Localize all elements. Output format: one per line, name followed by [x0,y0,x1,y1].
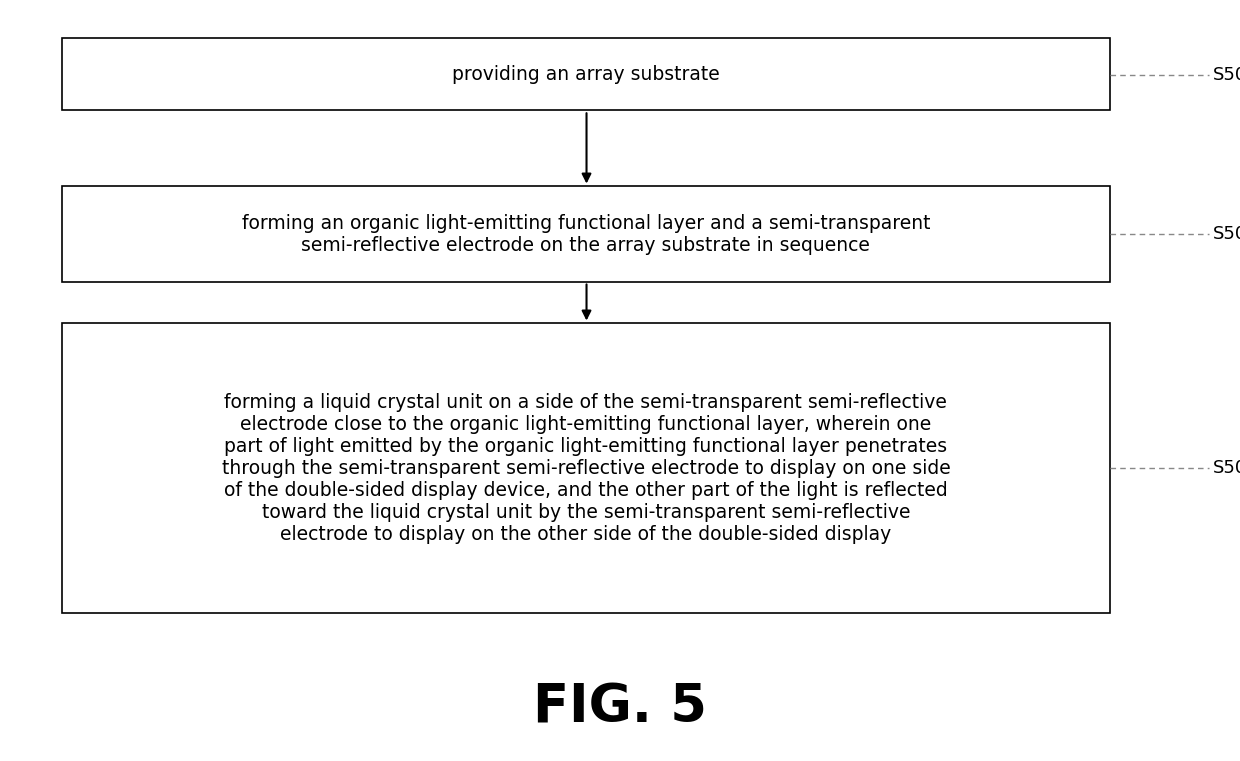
Text: S503: S503 [1213,459,1240,477]
Text: forming an organic light-emitting functional layer and a semi-transparent
semi-r: forming an organic light-emitting functi… [242,214,930,254]
Text: FIG. 5: FIG. 5 [533,682,707,734]
Text: S502: S502 [1213,225,1240,244]
Text: providing an array substrate: providing an array substrate [453,65,719,84]
Text: forming a liquid crystal unit on a side of the semi-transparent semi-reflective
: forming a liquid crystal unit on a side … [222,393,950,543]
Bar [62,323,1110,613]
Text: S501: S501 [1213,65,1240,84]
Bar [62,38,1110,110]
Bar [62,186,1110,282]
